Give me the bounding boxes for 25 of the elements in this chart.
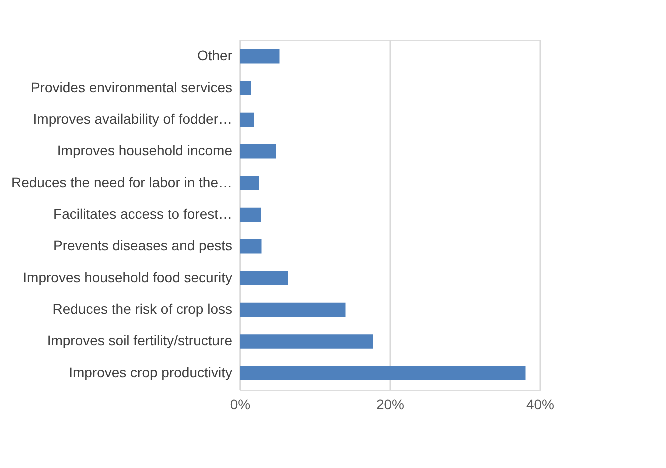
y-tick-label: Facilitates access to forest…	[54, 206, 232, 222]
y-tick-label: Prevents diseases and pests	[54, 238, 232, 254]
y-tick-label: Other	[197, 48, 233, 64]
bar	[240, 366, 526, 380]
bar	[240, 112, 254, 128]
bar	[240, 81, 252, 96]
y-tick-label: Improves household income	[57, 142, 233, 159]
y-tick-label: Reduces the risk of crop loss	[52, 301, 232, 318]
bar	[240, 334, 374, 349]
x-tick-label: 0%	[230, 396, 251, 412]
bar	[240, 176, 260, 190]
y-tick-label: Improves crop productivity	[69, 364, 232, 380]
y-tick-label: Reduces the need for labor in the…	[11, 174, 232, 190]
bar	[240, 271, 288, 286]
bar	[240, 302, 346, 318]
y-tick-label: Improves availability of fodder…	[33, 110, 232, 127]
y-tick-label: Improves household food security	[23, 269, 232, 286]
bar	[240, 208, 261, 222]
bar	[240, 144, 276, 159]
x-tick-label: 40%	[526, 396, 555, 412]
y-tick-label: Provides environmental services	[30, 79, 232, 96]
bar	[240, 240, 262, 254]
x-tick-label: 20%	[376, 396, 405, 412]
bar	[240, 50, 280, 64]
y-tick-label: Improves soil fertility/structure	[47, 332, 233, 349]
